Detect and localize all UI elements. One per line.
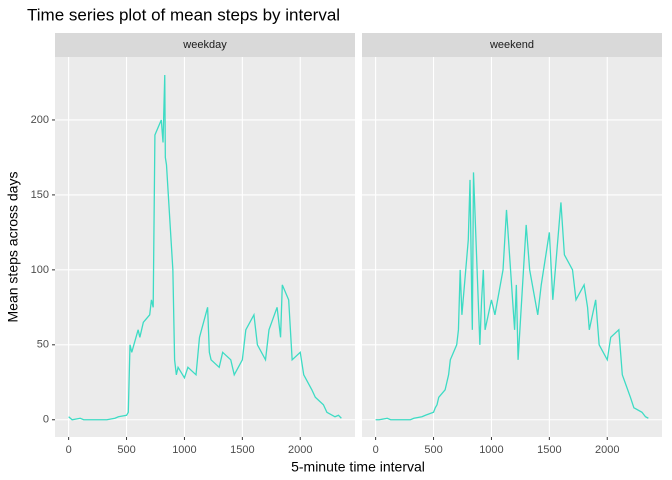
x-tick-label: 2000	[595, 444, 619, 456]
y-tick-label: 0	[43, 414, 49, 426]
x-axis-label: 5-minute time interval	[291, 459, 425, 475]
strip-background	[55, 33, 355, 57]
x-tick-label: 2000	[288, 444, 312, 456]
panel-background	[362, 57, 662, 437]
y-axis-label: Mean steps across days	[5, 172, 21, 323]
x-tick-label: 500	[424, 444, 442, 456]
x-tick-label: 0	[373, 444, 379, 456]
series-line	[375, 172, 649, 421]
y-tick-label: 200	[31, 114, 49, 126]
y-tick-label: 150	[31, 189, 49, 201]
x-tick-label: 1500	[230, 444, 254, 456]
strip-label: weekend	[489, 39, 534, 51]
series-line	[68, 74, 342, 421]
strip-background	[362, 33, 662, 57]
x-tick-label: 1000	[479, 444, 503, 456]
chart-title: Time series plot of mean steps by interv…	[27, 5, 340, 24]
x-tick-label: 500	[117, 444, 135, 456]
strip-label: weekday	[182, 39, 227, 51]
x-tick-label: 0	[66, 444, 72, 456]
y-tick-label: 50	[37, 339, 49, 351]
x-tick-label: 1000	[172, 444, 196, 456]
y-tick-label: 100	[31, 264, 49, 276]
panel-background	[55, 57, 355, 437]
x-tick-label: 1500	[537, 444, 561, 456]
